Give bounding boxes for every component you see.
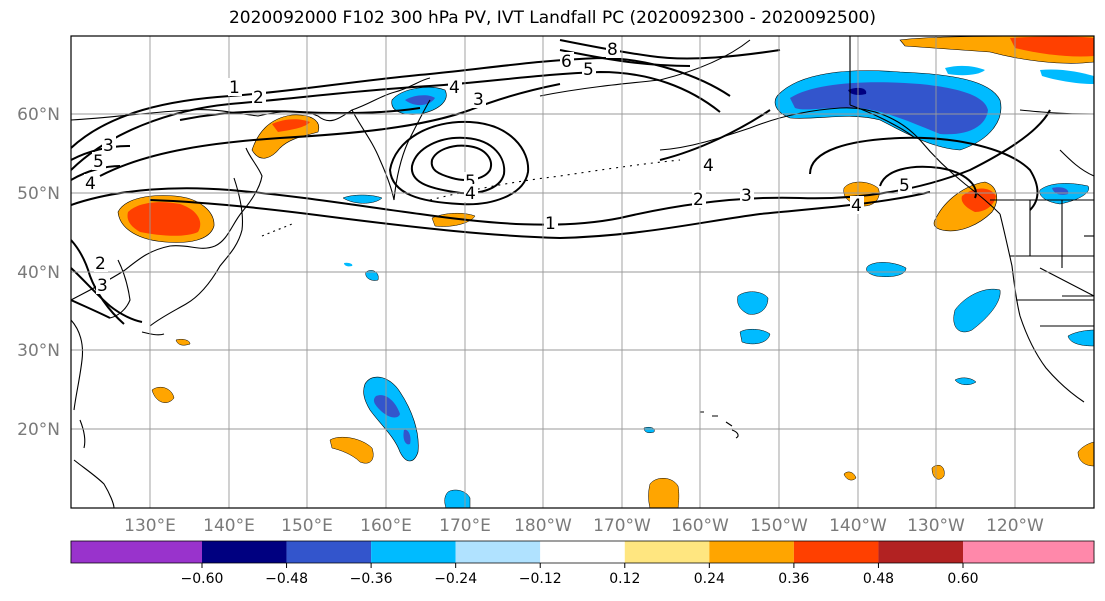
lon-label: 140°E bbox=[203, 516, 255, 536]
lon-label: 130°W bbox=[907, 516, 965, 536]
colorbar-segment bbox=[455, 541, 541, 563]
colorbar-segment bbox=[878, 541, 963, 563]
colorbar-tick-label: −0.48 bbox=[265, 571, 308, 587]
colorbar-segment bbox=[624, 541, 710, 563]
contour-label: 8 bbox=[607, 40, 618, 60]
colorbar-tick-label: 0.48 bbox=[863, 571, 894, 587]
lon-label: 130°E bbox=[124, 516, 176, 536]
lon-label: 140°W bbox=[829, 516, 887, 536]
colorbar-segment bbox=[793, 541, 879, 563]
contour-label: 2 bbox=[95, 254, 106, 274]
shaded-anomalies bbox=[117, 36, 1094, 508]
lat-label: 30°N bbox=[17, 341, 60, 361]
contour-label: 5 bbox=[465, 172, 476, 192]
colorbar-tick-label: 0.60 bbox=[947, 571, 978, 587]
colorbar-outline bbox=[70, 540, 1095, 564]
lon-label: 160°E bbox=[360, 516, 412, 536]
colorbar: −0.60 −0.48 −0.36 −0.24 −0.12 0.12 0.24 0.36 0.4… bbox=[70, 540, 1095, 587]
contour-label: 3 bbox=[473, 90, 484, 110]
colorbar-segment bbox=[371, 541, 456, 563]
lon-label: 150°E bbox=[281, 516, 333, 536]
contour-label: 2 bbox=[253, 88, 264, 108]
contour-label: 5 bbox=[583, 60, 594, 80]
lon-label: 180°W bbox=[514, 516, 572, 536]
colorbar-segment bbox=[963, 541, 1095, 563]
graticule bbox=[71, 36, 1094, 508]
pv-contours bbox=[71, 39, 1051, 325]
lon-label: 170°W bbox=[593, 516, 651, 536]
contour-label: 4 bbox=[851, 196, 862, 216]
colorbar-segment bbox=[709, 541, 794, 563]
contour-label: 3 bbox=[741, 186, 752, 206]
colorbar-segment bbox=[286, 541, 372, 563]
contour-label: 4 bbox=[465, 184, 476, 204]
contour-label: 4 bbox=[703, 156, 714, 176]
colorbar-tick-label: 0.36 bbox=[778, 571, 809, 587]
contour-label-group: 1 2 3 4 5 4 1 2 3 4 5 6 8 5 4 3 5 4 2 3 bbox=[84, 40, 912, 296]
latitude-labels: 60°N 50°N 40°N 30°N 20°N bbox=[17, 105, 60, 440]
lat-label: 50°N bbox=[17, 184, 60, 204]
contour-label: 3 bbox=[97, 276, 108, 296]
contour-label: 1 bbox=[229, 78, 240, 98]
contour-label: 5 bbox=[899, 176, 910, 196]
contour-label: 1 bbox=[545, 214, 556, 234]
lon-label: 170°E bbox=[439, 516, 491, 536]
lat-label: 20°N bbox=[17, 420, 60, 440]
colorbar-tick-label: −0.12 bbox=[519, 571, 562, 587]
contour-label: 3 bbox=[103, 136, 114, 156]
longitude-labels: 130°E 140°E 150°E 160°E 170°E 180°W 170°… bbox=[124, 516, 1044, 536]
lon-label: 150°W bbox=[750, 516, 808, 536]
lon-label: 160°W bbox=[671, 516, 729, 536]
contour-label: 4 bbox=[85, 174, 96, 194]
colorbar-segment bbox=[540, 541, 625, 563]
contour-label: 2 bbox=[693, 190, 704, 210]
colorbar-segment bbox=[202, 541, 287, 563]
contour-label: 6 bbox=[561, 52, 572, 72]
colorbar-tick-label: −0.36 bbox=[350, 571, 393, 587]
colorbar-segment bbox=[70, 541, 202, 563]
lon-label: 120°W bbox=[986, 516, 1044, 536]
lat-label: 60°N bbox=[17, 105, 60, 125]
map-border bbox=[70, 35, 1095, 509]
colorbar-tick-label: −0.24 bbox=[434, 571, 477, 587]
contour-label: 5 bbox=[93, 152, 104, 172]
colorbar-tick-label: 0.24 bbox=[694, 571, 725, 587]
colorbar-tick-label: 0.12 bbox=[609, 571, 640, 587]
contour-label: 4 bbox=[449, 78, 460, 98]
map-title: 2020092000 F102 300 hPa PV, IVT Landfall… bbox=[228, 8, 876, 28]
lat-label: 40°N bbox=[17, 263, 60, 283]
coastlines bbox=[71, 36, 1094, 508]
colorbar-tick-label: −0.60 bbox=[181, 571, 224, 587]
